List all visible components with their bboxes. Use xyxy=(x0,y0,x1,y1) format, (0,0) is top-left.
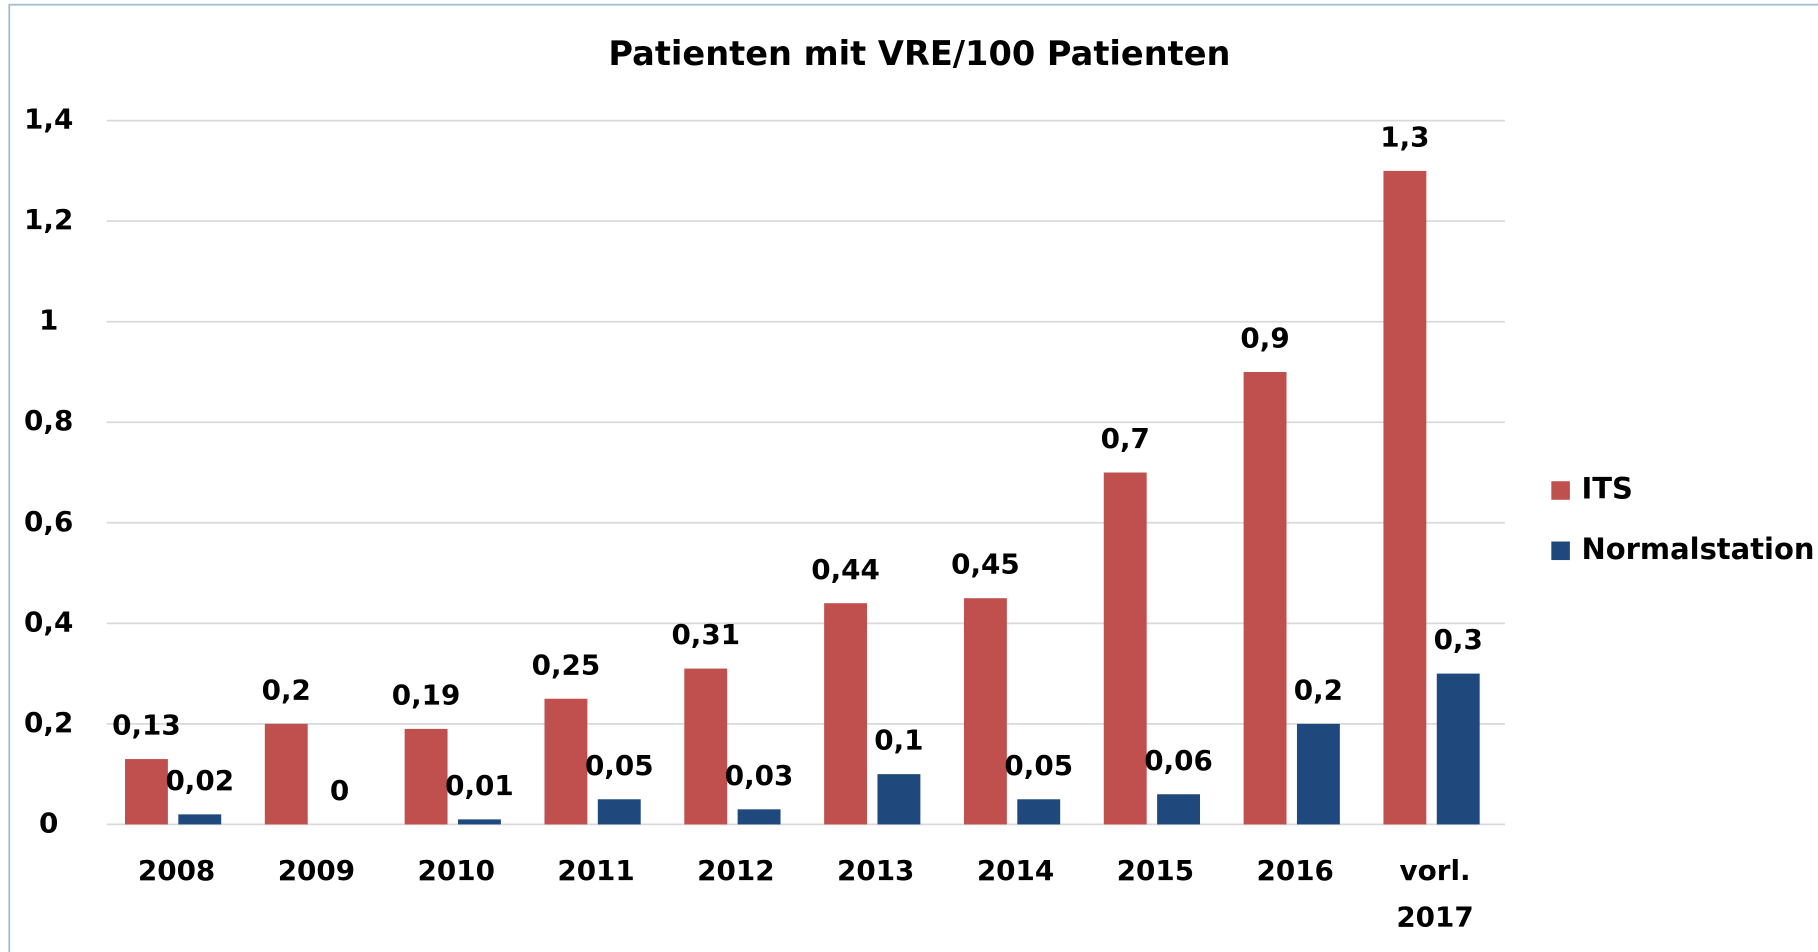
bar xyxy=(124,759,168,825)
x-tick-label: 2014 xyxy=(977,854,1054,887)
value-label: 0 xyxy=(330,774,349,807)
value-label: 0,2 xyxy=(262,673,311,706)
bar xyxy=(684,668,728,825)
bar xyxy=(1296,723,1340,825)
bar xyxy=(824,603,868,825)
y-tick-label: 1,4 xyxy=(24,103,73,136)
value-label: 0,1 xyxy=(874,724,923,757)
y-tick-label: 0 xyxy=(39,806,58,839)
bar xyxy=(544,698,588,825)
bar xyxy=(1243,371,1287,825)
bar xyxy=(737,809,781,825)
legend-swatch xyxy=(1551,541,1570,561)
bar xyxy=(404,728,448,825)
bar xyxy=(1017,799,1061,825)
value-label: 1,3 xyxy=(1380,120,1429,153)
x-tick-label: 2008 xyxy=(138,854,215,887)
bar xyxy=(178,814,222,825)
y-tick-label: 1 xyxy=(39,304,58,337)
bar xyxy=(963,598,1007,825)
y-tick-label: 0,6 xyxy=(24,505,73,538)
x-tick-label: 2012 xyxy=(697,854,774,887)
chart-border xyxy=(8,3,1818,952)
value-label: 0,06 xyxy=(1144,744,1213,777)
y-tick-label: 0,4 xyxy=(24,605,73,638)
y-tick-label: 1,2 xyxy=(24,203,73,236)
value-label: 0,31 xyxy=(671,618,740,651)
x-tick-label: 2010 xyxy=(418,854,495,887)
bar xyxy=(1103,472,1147,825)
value-label: 0,19 xyxy=(392,678,461,711)
bar xyxy=(877,774,921,825)
bar xyxy=(597,799,641,825)
legend-label: Normalstation xyxy=(1581,532,1814,566)
value-label: 0,13 xyxy=(112,709,181,742)
value-label: 0,45 xyxy=(951,548,1020,581)
legend-label: ITS xyxy=(1581,471,1632,505)
x-tick-label: vorl. 2017 xyxy=(1396,854,1473,933)
x-tick-label: 2011 xyxy=(557,854,634,887)
x-tick-label: 2009 xyxy=(278,854,355,887)
bar xyxy=(1383,170,1427,825)
value-label: 0,7 xyxy=(1101,422,1150,455)
value-label: 0,01 xyxy=(445,769,514,802)
value-label: 0,2 xyxy=(1294,673,1343,706)
y-tick-label: 0,8 xyxy=(24,404,73,437)
bar xyxy=(264,723,308,825)
value-label: 0,05 xyxy=(585,749,654,782)
bar xyxy=(1436,673,1480,825)
value-label: 0,03 xyxy=(725,759,794,792)
value-label: 0,44 xyxy=(811,553,880,586)
x-tick-label: 2016 xyxy=(1256,854,1333,887)
value-label: 0,3 xyxy=(1434,623,1483,656)
bar xyxy=(1157,794,1201,825)
bar xyxy=(457,819,501,825)
y-tick-label: 0,2 xyxy=(24,706,73,739)
value-label: 0,05 xyxy=(1004,749,1073,782)
value-label: 0,25 xyxy=(532,648,601,681)
legend-swatch xyxy=(1551,481,1570,500)
x-tick-label: 2013 xyxy=(837,854,914,887)
chart-title: Patienten mit VRE/100 Patienten xyxy=(608,34,1230,73)
value-label: 0,02 xyxy=(165,764,234,797)
x-tick-label: 2015 xyxy=(1117,854,1194,887)
value-label: 0,9 xyxy=(1240,322,1289,355)
